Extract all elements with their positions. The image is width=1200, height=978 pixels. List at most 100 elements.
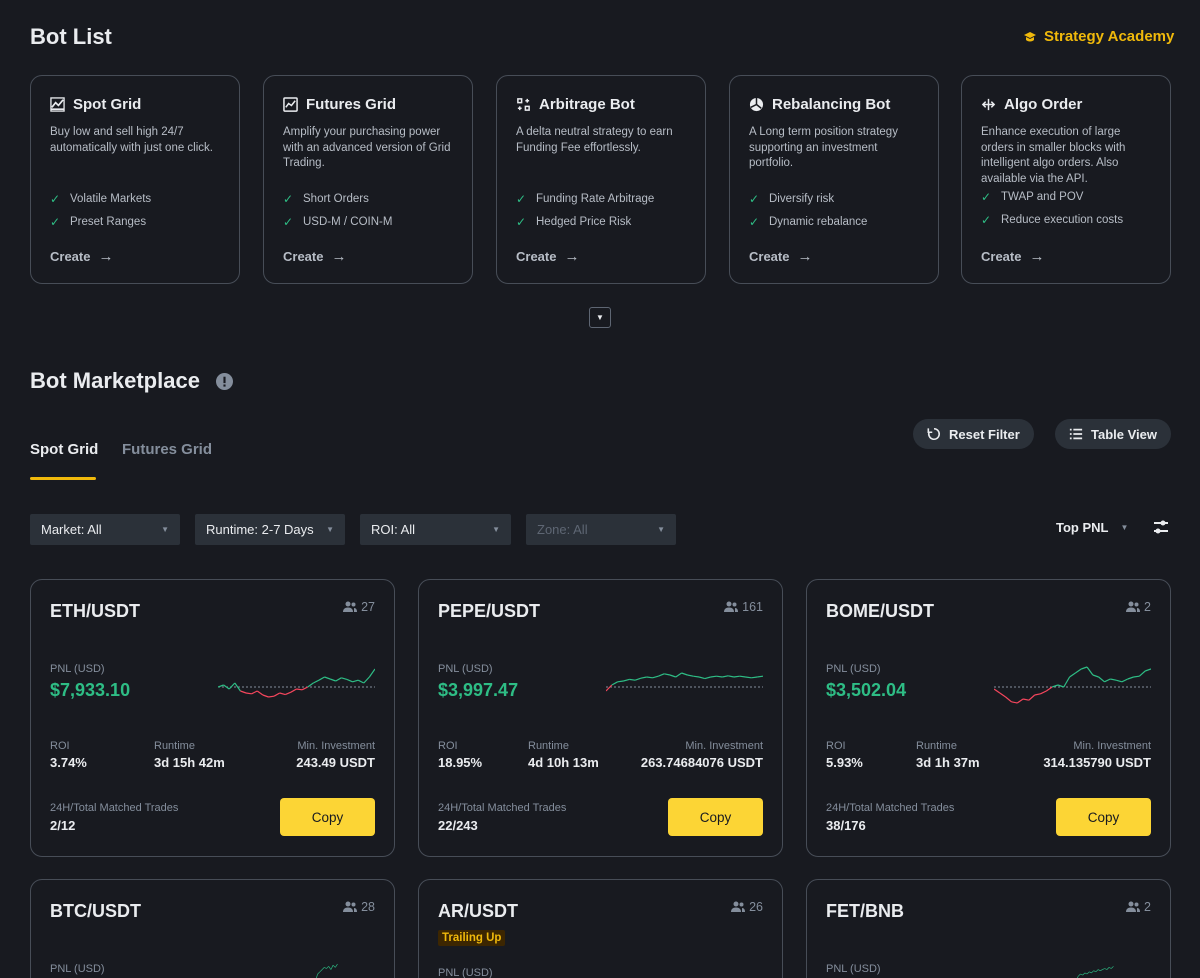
sparkline-segment — [1104, 678, 1111, 683]
roi-stat: ROI 3.74% — [50, 740, 87, 770]
runtime-filter[interactable]: Runtime: 2-7 Days ▼ — [195, 514, 345, 545]
sparkline-segment — [1016, 698, 1024, 704]
pnl-value: $3,997.47 — [438, 680, 519, 700]
runtime-stat: Runtime 3d 15h 42m — [154, 740, 225, 770]
check-icon: ✓ — [516, 214, 527, 229]
trades-label: 24H/Total Matched Trades — [50, 802, 179, 814]
sparkline-segment — [693, 675, 700, 678]
pnl-label: PNL (USD) — [438, 663, 493, 675]
sparkline-segment — [687, 674, 694, 677]
sparkline-segment — [285, 691, 292, 696]
sparkline-segment — [363, 676, 370, 684]
sparkline-segment — [245, 692, 252, 695]
sparkline-segment — [296, 688, 303, 691]
table-view-button[interactable]: Table View — [1055, 419, 1171, 449]
market-filter[interactable]: Market: All ▼ — [30, 514, 180, 545]
sparkline-segment — [658, 673, 665, 677]
sparkline-segment — [1086, 971, 1090, 975]
tab-spot-grid[interactable]: Spot Grid — [30, 441, 99, 458]
sparkline-segment — [640, 676, 647, 679]
strategy-academy-link[interactable]: Strategy Academy — [1022, 28, 1174, 45]
arrow-right-icon: → — [1029, 248, 1045, 265]
min-investment-stat: Min. Investment 263.74684076 USDT — [641, 740, 763, 770]
sparkline-segment — [273, 692, 280, 697]
roi-value: 18.95% — [438, 755, 483, 770]
users-count: 2 — [1144, 600, 1151, 614]
bot-pair: BTC/USDT — [50, 901, 141, 921]
users-icon — [343, 901, 358, 912]
runtime-value: 3d 15h 42m — [154, 755, 225, 770]
futures-grid-icon — [283, 97, 298, 112]
bot-card[interactable]: PEPE/USDT 161 PNL (USD) $3,997.47 ROI 18.95% R… — [418, 579, 783, 857]
strategy-card-rebalancing-bot[interactable]: Rebalancing Bot A Long term position stra… — [729, 75, 939, 284]
sparkline-segment — [1084, 972, 1088, 975]
trades-label: 24H/Total Matched Trades — [826, 802, 955, 814]
marketplace-title: Bot Marketplace — [30, 368, 200, 393]
min-investment-stat: Min. Investment 243.49 USDT — [296, 740, 375, 770]
copy-button[interactable]: Copy — [668, 798, 763, 836]
copy-button[interactable]: Copy — [1056, 798, 1151, 836]
strategy-feature-label: USD-M / COIN-M — [303, 215, 393, 228]
sparkline-segment — [1121, 678, 1129, 683]
bot-card[interactable]: ETH/USDT 27 PNL (USD) $7,933.10 ROI 3.74% Runt… — [30, 579, 395, 857]
sparkline-segment — [727, 675, 735, 678]
caret-down-icon: ▼ — [326, 525, 334, 534]
min-investment-value: 263.74684076 USDT — [640, 755, 763, 770]
sparkline-segment — [1104, 968, 1108, 970]
strategy-card-arbitrage-bot[interactable]: Arbitrage Bot A delta neutral strategy to… — [496, 75, 706, 284]
sparkline-segment — [1080, 973, 1083, 976]
min-investment-label: Min. Investment — [685, 740, 763, 752]
roi-value: 3.74% — [50, 755, 87, 770]
sparkline-segment — [326, 966, 329, 969]
sparkline-segment — [611, 681, 618, 686]
sparkline-segment — [664, 673, 671, 676]
create-button[interactable]: Create → — [516, 248, 579, 265]
arrow-right-icon: → — [98, 248, 114, 265]
sparkline-segment — [710, 675, 717, 678]
sparkline-segment — [669, 674, 676, 678]
min-investment-label: Min. Investment — [297, 740, 375, 752]
strategy-feature-label: Short Orders — [303, 192, 369, 205]
expand-toggle[interactable]: ▼ — [589, 307, 611, 328]
tab-futures-grid[interactable]: Futures Grid — [122, 441, 213, 458]
strategy-title: Arbitrage Bot — [516, 96, 686, 113]
roi-filter-value: ROI: All — [371, 522, 416, 537]
sparkline-segment — [716, 675, 723, 678]
strategy-card-spot-grid[interactable]: Spot Grid Buy low and sell high 24/7 auto… — [30, 75, 240, 284]
reset-filter-button[interactable]: Reset Filter — [913, 419, 1034, 449]
strategy-description: A Long term position strategy supporting… — [749, 126, 898, 169]
strategy-name: Rebalancing Bot — [772, 96, 891, 113]
sparkline-segment — [1092, 674, 1099, 678]
sparkline-segment — [1144, 668, 1151, 672]
sparkline-segment — [1091, 970, 1094, 974]
create-button[interactable]: Create → — [749, 248, 812, 265]
info-icon[interactable] — [216, 373, 233, 390]
reset-icon — [927, 427, 940, 440]
zone-filter-value: Zone: All — [537, 522, 588, 537]
bot-pair: PEPE/USDT — [438, 601, 541, 621]
create-label: Create — [749, 249, 790, 264]
create-button[interactable]: Create → — [50, 248, 113, 265]
bot-card[interactable]: FET/BNB 2 PNL (USD) — [806, 879, 1171, 978]
sparkline-segment — [256, 690, 264, 696]
roi-filter[interactable]: ROI: All ▼ — [360, 514, 511, 545]
sort-by-dropdown[interactable]: Top PNL ▼ — [1056, 520, 1128, 535]
bot-card[interactable]: BTC/USDT 28 PNL (USD) — [30, 879, 395, 978]
sparkline-segment — [1097, 969, 1101, 971]
bot-card[interactable]: AR/USDT 26 Trailing Up PNL (USD) — [418, 879, 783, 978]
create-button[interactable]: Create → — [981, 248, 1044, 265]
copy-button[interactable]: Copy — [280, 798, 375, 836]
strategy-card-algo-order[interactable]: Algo Order Enhance execution of large ord… — [961, 75, 1171, 284]
pnl-sparkline — [218, 668, 375, 698]
sparkline-segment — [1011, 701, 1018, 704]
sparkline-segment — [368, 668, 375, 678]
bot-pair: FET/BNB — [826, 901, 904, 921]
strategy-feature: ✓ Hedged Price Risk — [516, 210, 686, 233]
runtime-stat: Runtime 3d 1h 37m — [916, 740, 980, 770]
bot-card[interactable]: BOME/USDT 2 PNL (USD) $3,502.04 ROI 5.93% Runt… — [806, 579, 1171, 857]
settings-sliders-icon[interactable] — [1152, 518, 1170, 536]
sparkline-segment — [1115, 679, 1123, 683]
strategy-card-futures-grid[interactable]: Futures Grid Amplify your purchasing powe… — [263, 75, 473, 284]
sparkline-segment — [623, 678, 630, 682]
create-button[interactable]: Create → — [283, 248, 346, 265]
